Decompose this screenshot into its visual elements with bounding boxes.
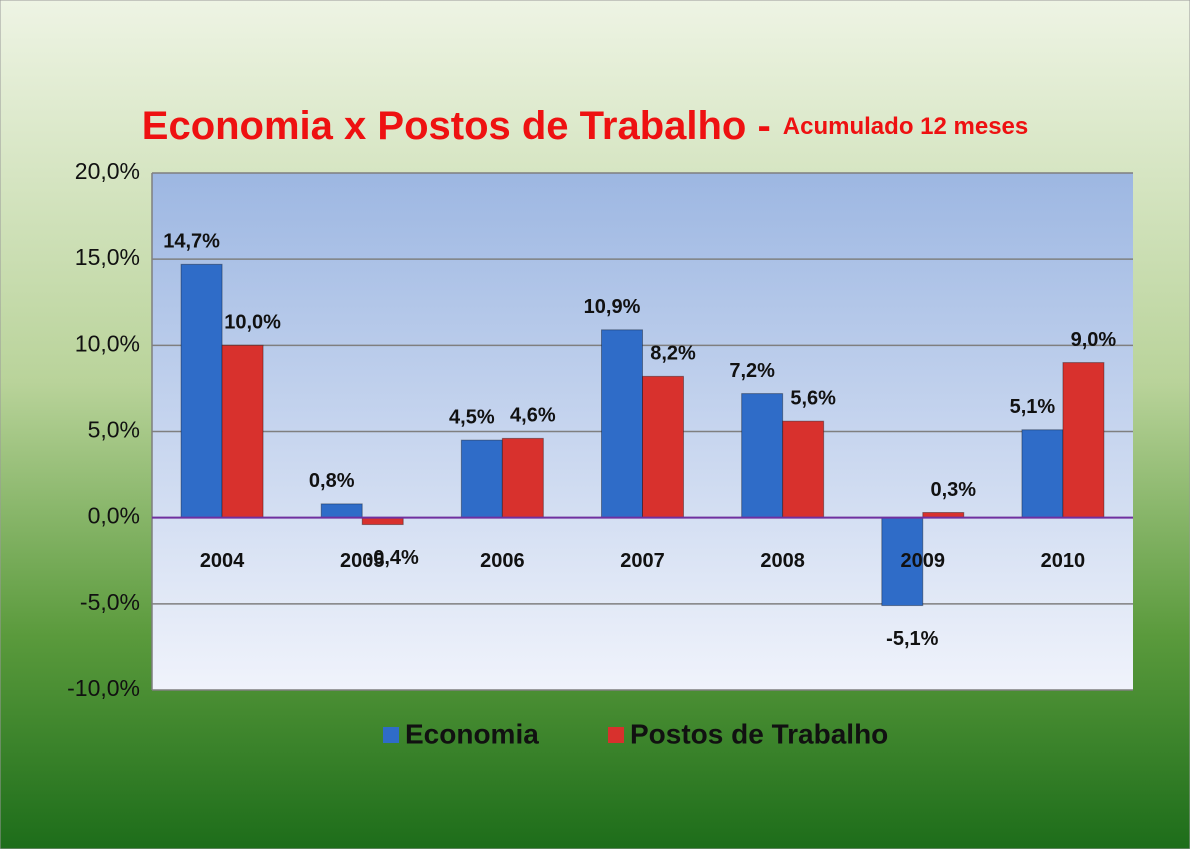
data-label: 4,5% — [449, 406, 495, 428]
data-label: 7,2% — [729, 360, 775, 382]
x-tick-label: 2009 — [901, 550, 946, 572]
x-tick-label: 2006 — [480, 550, 525, 572]
data-label: 5,1% — [1010, 396, 1056, 418]
bar — [180, 263, 223, 519]
bar — [1062, 362, 1105, 519]
bar — [221, 344, 264, 519]
data-label: 10,9% — [584, 296, 641, 318]
chart-title-group: Economia x Postos de Trabalho - Acumulado… — [142, 104, 1028, 148]
bar — [741, 393, 784, 519]
legend-label: Economia — [405, 718, 539, 749]
y-tick-label: -10,0% — [67, 675, 140, 701]
bar — [320, 503, 363, 519]
y-tick-label: 20,0% — [75, 158, 140, 184]
bar — [1021, 429, 1064, 519]
bar — [361, 517, 404, 526]
data-label: 14,7% — [163, 231, 220, 253]
data-label: 4,6% — [510, 405, 556, 427]
legend-swatch — [383, 727, 399, 743]
y-tick-label: 10,0% — [75, 330, 140, 356]
y-tick-label: -5,0% — [80, 589, 140, 615]
bar — [782, 420, 825, 519]
data-label: 5,6% — [790, 387, 836, 409]
legend-label: Postos de Trabalho — [630, 718, 888, 749]
data-label: -5,1% — [886, 628, 938, 650]
data-label: 9,0% — [1071, 329, 1117, 351]
data-label: 0,3% — [930, 479, 976, 501]
y-tick-label: 0,0% — [88, 503, 140, 529]
data-label: -0,4% — [367, 547, 419, 569]
data-label: 10,0% — [224, 312, 281, 334]
legend-swatch — [608, 727, 624, 743]
y-tick-label: 5,0% — [88, 417, 140, 443]
chart-subtitle: Acumulado 12 meses — [783, 113, 1028, 140]
data-label: 0,8% — [309, 470, 355, 492]
x-tick-label: 2005 — [340, 550, 385, 572]
y-tick-label: 15,0% — [75, 244, 140, 270]
bar — [501, 437, 544, 519]
chart-title: Economia x Postos de Trabalho - — [142, 104, 771, 148]
x-tick-label: 2010 — [1041, 550, 1086, 572]
x-tick-label: 2004 — [200, 550, 245, 572]
x-tick-label: 2007 — [620, 550, 665, 572]
bar — [460, 439, 503, 519]
bar — [601, 329, 643, 519]
bar — [881, 517, 924, 607]
bar — [642, 375, 684, 519]
x-tick-label: 2008 — [760, 550, 805, 572]
data-label: 8,2% — [650, 343, 696, 365]
